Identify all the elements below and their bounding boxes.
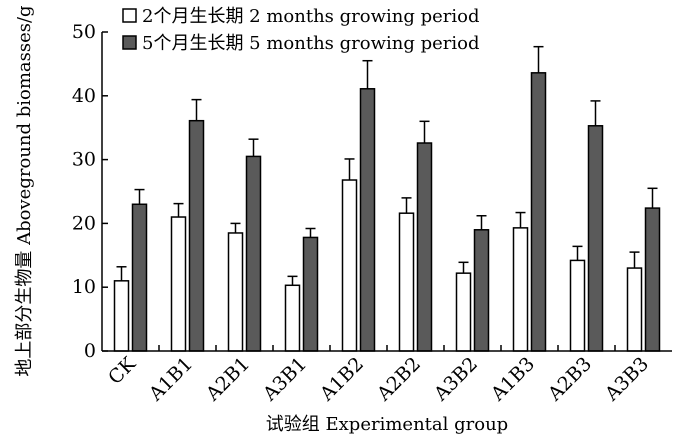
bars-group — [113, 45, 661, 352]
y-tick-label: 0 — [84, 340, 96, 362]
y-tick-label: 50 — [72, 21, 96, 43]
bar-a3b1-series-2 — [302, 236, 319, 352]
legend-swatch-5-months — [122, 35, 137, 50]
bar-a3b3-series-2 — [644, 207, 661, 352]
y-tick-label: 30 — [72, 149, 96, 171]
y-axis-title: 地上部分生物量 Aboveground biomasses/g — [14, 5, 35, 376]
bar-ck-series-1 — [113, 280, 130, 352]
x-tick-label-a1b2: A1B2 — [315, 353, 368, 406]
bar-a1b3-series-1 — [512, 227, 529, 352]
y-axis-ticks: 0 10 20 30 40 50 — [72, 21, 108, 362]
legend-label-2-months: 2个月生长期 2 months growing period — [142, 6, 480, 27]
bar-a3b2-series-2 — [473, 229, 490, 352]
bar-a2b3-series-2 — [587, 125, 604, 352]
x-tick-label-a1b1: A1B1 — [144, 353, 197, 406]
x-axis-ticks: CK A1B1 A2B1 A3B1 A1B2 A2B2 A3B2 A1B3 A2B3 A3B3 — [104, 345, 653, 406]
bar-a2b2-series-1 — [398, 212, 415, 352]
y-tick-label: 40 — [72, 85, 96, 107]
bar-a1b3-series-2 — [530, 72, 547, 352]
x-tick-label-a3b2: A3B2 — [429, 353, 482, 406]
legend-swatch-2-months — [122, 8, 137, 23]
x-tick-label-a3b3: A3B3 — [600, 353, 653, 406]
bar-ck-series-2 — [131, 203, 148, 352]
legend-label-5-months: 5个月生长期 5 months growing period — [142, 33, 480, 54]
x-axis-title: 试验组 Experimental group — [266, 414, 508, 435]
bar-a2b1-series-1 — [227, 232, 244, 352]
y-tick-label: 20 — [72, 212, 96, 234]
bar-a2b3-series-1 — [569, 259, 586, 352]
y-tick-label: 10 — [72, 276, 96, 298]
x-tick-label-ck: CK — [104, 352, 140, 388]
x-tick-label-a2b2: A2B2 — [372, 353, 425, 406]
axes — [101, 32, 672, 352]
bar-a3b3-series-1 — [626, 267, 643, 352]
bar-a3b2-series-1 — [455, 272, 472, 352]
x-tick-label-a1b3: A1B3 — [486, 353, 539, 406]
x-tick-label-a2b1: A2B1 — [201, 353, 254, 406]
x-tick-label-a3b1: A3B1 — [258, 353, 311, 406]
bar-a1b1-series-2 — [188, 119, 205, 352]
bar-a2b1-series-2 — [245, 155, 262, 352]
bar-a1b2-series-2 — [359, 88, 376, 352]
x-tick-label-a2b3: A2B3 — [543, 353, 596, 406]
legend: 2个月生长期 2 months growing period 5个月生长期 5 … — [122, 6, 480, 54]
bar-a2b2-series-2 — [416, 142, 433, 352]
bar-a1b2-series-1 — [341, 179, 358, 352]
bar-a1b1-series-1 — [170, 216, 187, 352]
bar-a3b1-series-1 — [284, 284, 301, 352]
